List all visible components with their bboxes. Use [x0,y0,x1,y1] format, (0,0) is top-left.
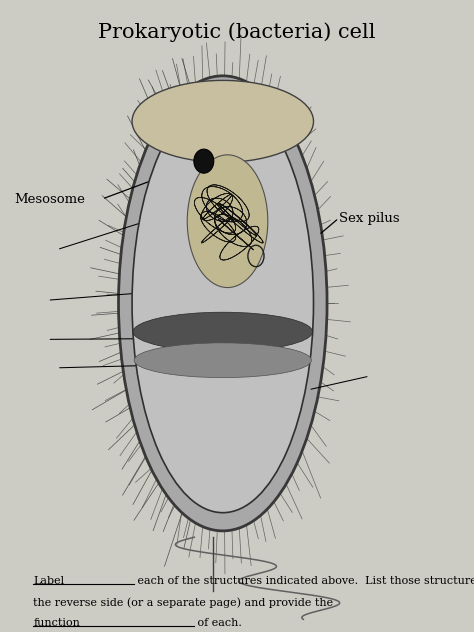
Text: Label: Label [33,576,64,586]
Text: Mesosome: Mesosome [14,193,85,205]
Ellipse shape [132,94,313,513]
Ellipse shape [118,76,327,531]
Text: Sex pilus: Sex pilus [339,212,400,224]
Text: of each.: of each. [194,618,242,628]
Text: function: function [33,618,80,628]
Text: Prokaryotic (bacteria) cell: Prokaryotic (bacteria) cell [98,22,376,42]
Ellipse shape [187,155,268,288]
Text: each of the structures indicated above.  List those structures on: each of the structures indicated above. … [134,576,474,586]
Ellipse shape [134,343,311,377]
Ellipse shape [132,80,313,162]
Text: the reverse side (or a separate page) and provide the: the reverse side (or a separate page) an… [33,597,337,608]
Ellipse shape [133,312,312,351]
Ellipse shape [194,149,214,173]
